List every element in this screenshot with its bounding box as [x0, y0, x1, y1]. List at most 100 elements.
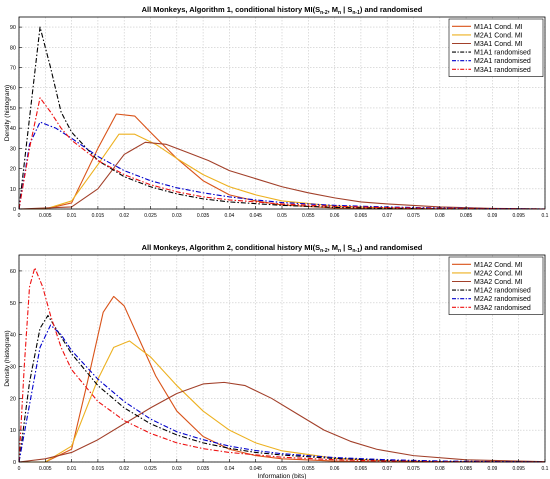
legend-label: M1A1 randomised	[474, 50, 531, 57]
x-tick-label: 0.005	[39, 213, 52, 219]
y-axis-label: Density (histogram)	[4, 85, 11, 141]
y-tick-label: 30	[10, 364, 16, 370]
y-tick-label: 40	[10, 126, 16, 132]
chart-2: 0 0.005 0.01 0.015 0.02 0.025 0.03 0.035 0.04 0.0…	[4, 243, 549, 479]
ticks: 0 0.005 0.01 0.015 0.02 0.025 0.03 0.035 0.04 0.0…	[10, 25, 549, 219]
legend-label: M1A2 Cond. MI	[474, 262, 523, 269]
x-tick-label: 0.1	[542, 466, 549, 472]
legend-label: M2A2 Cond. MI	[474, 270, 523, 277]
x-tick-label: 0.075	[407, 466, 420, 472]
legend-label: M1A1 Cond. MI	[474, 24, 523, 31]
title-text: All Monkeys, Algorithm 1, conditional hi…	[142, 5, 321, 14]
x-tick-label: 0.095	[512, 213, 525, 219]
title-text: ) and randomised	[360, 243, 423, 252]
y-tick-label: 20	[10, 167, 16, 173]
y-tick-label: 0	[13, 460, 16, 466]
x-tick-label: 0.06	[330, 213, 340, 219]
title-subscript: n-1	[352, 10, 360, 16]
y-tick-label: 70	[10, 66, 16, 72]
title-text: | S	[341, 243, 352, 252]
chart-title: All Monkeys, Algorithm 1, conditional hi…	[142, 5, 423, 16]
x-tick-label: 0.04	[225, 213, 235, 219]
x-tick-label: 0.005	[39, 466, 52, 472]
y-tick-label: 60	[10, 86, 16, 92]
legend-label: M1A2 randomised	[474, 288, 531, 295]
series-line-5	[18, 324, 546, 463]
x-tick-label: 0.07	[382, 213, 392, 219]
y-tick-label: 10	[10, 428, 16, 434]
y-tick-label: 20	[10, 396, 16, 402]
legend-label: M3A1 Cond. MI	[474, 41, 523, 48]
series-line-4	[18, 314, 546, 463]
title-subscript: n	[338, 10, 341, 16]
x-tick-label: 0.065	[355, 213, 368, 219]
x-tick-label: 0	[18, 466, 21, 472]
x-tick-label: 0.09	[488, 466, 498, 472]
legend-label: M3A2 Cond. MI	[474, 279, 523, 286]
series-line-3	[18, 381, 546, 463]
series-group	[18, 26, 546, 210]
x-tick-label: 0.075	[407, 213, 420, 219]
x-tick-label: 0.02	[119, 213, 129, 219]
x-tick-label: 0.035	[197, 213, 210, 219]
x-tick-label: 0.02	[119, 466, 129, 472]
x-tick-label: 0.085	[460, 466, 473, 472]
legend-label: M2A1 randomised	[474, 58, 531, 65]
y-tick-label: 60	[10, 269, 16, 275]
chart-1: 0 0.005 0.01 0.015 0.02 0.025 0.03 0.035 0.04 0.0…	[4, 5, 549, 219]
title-subscript: n-2	[320, 248, 328, 254]
x-tick-label: 0.025	[144, 213, 157, 219]
ticks: 0 0.005 0.01 0.015 0.02 0.025 0.03 0.035 0.04 0.0…	[10, 269, 549, 472]
x-tick-label: 0.01	[67, 466, 77, 472]
legend-box	[448, 18, 544, 77]
x-tick-label: 0.03	[172, 213, 182, 219]
x-tick-label: 0.07	[382, 466, 392, 472]
title-text: | S	[341, 5, 352, 14]
x-tick-label: 0.03	[172, 466, 182, 472]
series-line-5	[18, 121, 546, 210]
title-subscript: n	[338, 248, 341, 254]
title-subscript: n-1	[352, 248, 360, 254]
x-tick-label: 0.015	[92, 213, 105, 219]
legend-label: M2A1 Cond. MI	[474, 32, 523, 39]
title-text: , M	[328, 5, 338, 14]
legend-box	[448, 256, 544, 315]
x-tick-label: 0.06	[330, 466, 340, 472]
x-tick-label: 0.015	[92, 466, 105, 472]
x-tick-label: 0.09	[488, 213, 498, 219]
y-tick-label: 50	[10, 301, 16, 307]
x-tick-label: 0.045	[249, 466, 262, 472]
x-tick-label: 0.055	[302, 466, 315, 472]
title-text: , M	[328, 243, 338, 252]
series-line-4	[18, 26, 546, 210]
legend-label: M2A2 randomised	[474, 296, 531, 303]
title-subscript: n-2	[320, 10, 328, 16]
legend-label: M3A2 randomised	[474, 305, 531, 312]
x-tick-label: 0.05	[277, 213, 287, 219]
legend-label: M3A1 randomised	[474, 67, 531, 74]
x-tick-label: 0.035	[197, 466, 210, 472]
y-tick-label: 80	[10, 45, 16, 51]
title-text: ) and randomised	[360, 5, 423, 14]
x-tick-label: 0.08	[435, 213, 445, 219]
series-group	[18, 267, 546, 463]
x-tick-label: 0.1	[542, 213, 549, 219]
x-tick-label: 0.01	[67, 213, 77, 219]
chart-title: All Monkeys, Algorithm 2, conditional hi…	[142, 243, 423, 254]
x-tick-label: 0.04	[225, 466, 235, 472]
y-tick-label: 30	[10, 146, 16, 152]
series-line-1	[19, 295, 545, 463]
x-tick-label: 0.025	[144, 466, 157, 472]
y-tick-label: 50	[10, 106, 16, 112]
x-tick-label: 0	[18, 213, 21, 219]
x-tick-label: 0.045	[249, 213, 262, 219]
x-tick-label: 0.055	[302, 213, 315, 219]
y-axis-label: Density (histogram)	[4, 330, 11, 386]
x-tick-label: 0.095	[512, 466, 525, 472]
title-text: All Monkeys, Algorithm 2, conditional hi…	[142, 243, 321, 252]
x-tick-label: 0.065	[355, 466, 368, 472]
x-axis-label: Information (bits)	[258, 473, 307, 479]
